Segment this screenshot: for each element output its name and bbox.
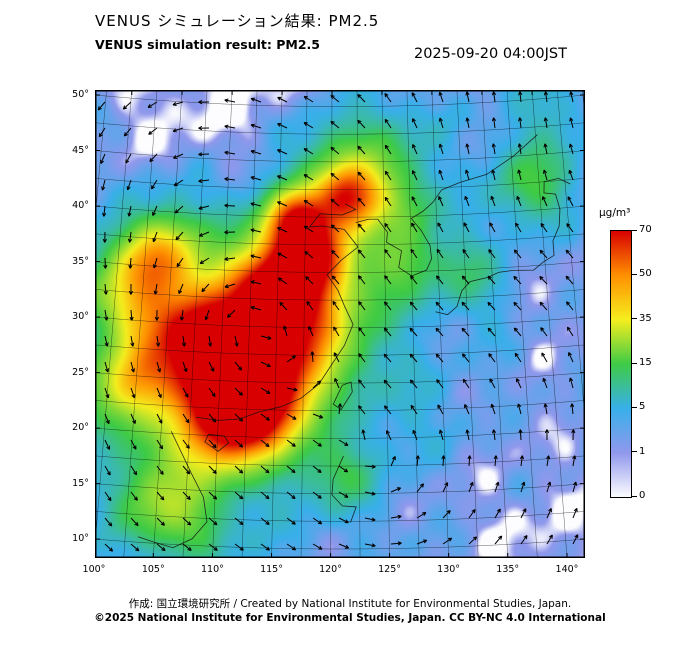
- timestamp: 2025-09-20 04:00JST: [413, 46, 567, 62]
- lon-tick-label: 100°: [82, 564, 106, 575]
- lon-tick-label: 135°: [496, 564, 520, 575]
- license-text: ©2025 National Institute for Environment…: [94, 612, 606, 624]
- colorbar-tick-label: 5: [639, 401, 646, 413]
- colorbar-tick-mark: [632, 229, 637, 231]
- lat-tick-label: 15°: [72, 477, 89, 489]
- lat-tick-label: 30°: [72, 311, 89, 323]
- lon-tick-label: 120°: [319, 564, 342, 575]
- lon-tick-label: 110°: [201, 564, 224, 575]
- colorbar-tick-mark: [632, 318, 637, 320]
- pm25-map-plot: 50° 45° 40° 35° 30° 25° 20° 15° 10° 100° 105° 110°…: [72, 89, 585, 575]
- lat-tick-label: 45°: [72, 144, 89, 156]
- pm25-map-canvas: [95, 90, 585, 558]
- colorbar-tick-mark: [632, 273, 637, 275]
- lat-tick-label: 25°: [72, 366, 89, 378]
- colorbar-tick-label: 1: [639, 445, 646, 457]
- lon-tick-label: 140°: [555, 564, 579, 575]
- colorbar-tick-label: 0: [639, 490, 646, 501]
- page-title-japanese: VENUS シミュレーション結果: PM2.5: [95, 12, 380, 30]
- colorbar-unit-label: μg/m³: [599, 207, 631, 219]
- lat-tick-label: 40°: [72, 200, 89, 212]
- lon-tick-label: 105°: [141, 564, 165, 575]
- lat-tick-label: 20°: [72, 422, 89, 434]
- colorbar-tick-label: 35: [639, 312, 652, 324]
- colorbar-gradient: [610, 230, 632, 498]
- credit-text: 作成: 国立環境研究所 / Created by National Instit…: [128, 598, 572, 610]
- lon-tick-label: 115°: [260, 564, 283, 575]
- colorbar-tick-mark: [632, 495, 637, 497]
- colorbar-tick-mark: [632, 362, 637, 364]
- lon-tick-label: 130°: [437, 564, 461, 575]
- lat-tick-label: 10°: [72, 533, 89, 545]
- colorbar-tick-label: 70: [639, 224, 652, 235]
- colorbar-tick-label: 15: [639, 357, 652, 368]
- colorbar-tick-label: 50: [639, 268, 652, 280]
- lat-tick-label: 35°: [72, 255, 89, 267]
- colorbar-tick-mark: [632, 406, 637, 408]
- page-title-english: VENUS simulation result: PM2.5: [95, 37, 320, 52]
- lon-tick-label: 125°: [378, 564, 401, 575]
- lat-tick-label: 50°: [72, 89, 89, 100]
- colorbar-tick-mark: [632, 451, 637, 453]
